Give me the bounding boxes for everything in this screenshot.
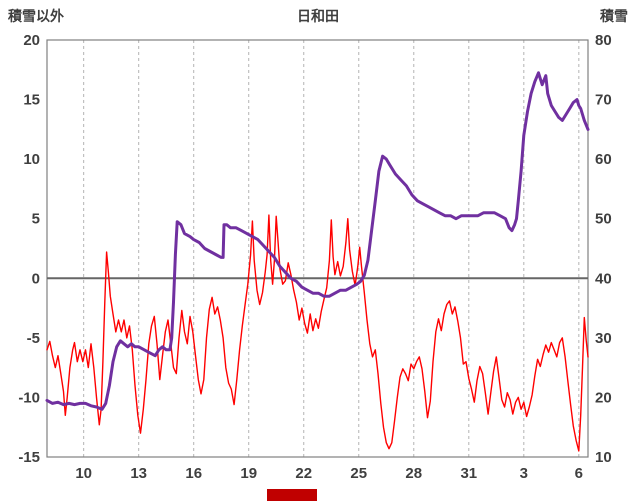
left-axis-tick-label: 15 (23, 92, 40, 109)
left-axis-tick-label: -15 (18, 449, 40, 466)
x-axis-tick-label: 6 (575, 465, 583, 482)
series-line-right (45, 71, 590, 411)
right-axis-tick-label: 80 (595, 32, 612, 49)
x-axis-tick-label: 25 (350, 465, 367, 482)
right-axis-tick-label: 20 (595, 389, 612, 406)
right-axis-tick-label: 50 (595, 211, 612, 228)
right-axis-tick-label: 40 (595, 270, 612, 287)
x-axis-tick-label: 31 (460, 465, 477, 482)
plot-border (46, 39, 589, 458)
chart-header: 積雪以外 日和田 積雪 (0, 6, 636, 26)
x-axis-tick-label: 22 (295, 465, 312, 482)
left-axis-tick-label: -5 (27, 330, 40, 347)
x-axis-tick-label: 19 (240, 465, 257, 482)
x-axis-tick-label: 13 (130, 465, 147, 482)
right-axis-tick-label: 30 (595, 330, 612, 347)
x-axis-tick-label: 10 (75, 465, 92, 482)
left-axis-tick-label: 20 (23, 32, 40, 49)
x-axis-tick-label: 16 (185, 465, 202, 482)
right-axis-tick-label: 60 (595, 151, 612, 168)
left-axis-title: 積雪以外 (8, 8, 64, 24)
left-axis-tick-label: -10 (18, 389, 40, 406)
x-axis-tick-label: 28 (405, 465, 422, 482)
x-axis-tick-label: 3 (520, 465, 528, 482)
right-axis-tick-label: 10 (595, 449, 612, 466)
left-axis-tick-label: 10 (23, 151, 40, 168)
chart-title: 日和田 (297, 8, 339, 24)
left-axis-tick-label: 0 (32, 270, 40, 287)
right-axis-title: 積雪 (600, 8, 628, 24)
series-line-left (46, 214, 589, 452)
left-axis-tick-label: 5 (32, 211, 40, 228)
bottom-red-bar (267, 489, 317, 501)
right-axis-tick-label: 70 (595, 92, 612, 109)
